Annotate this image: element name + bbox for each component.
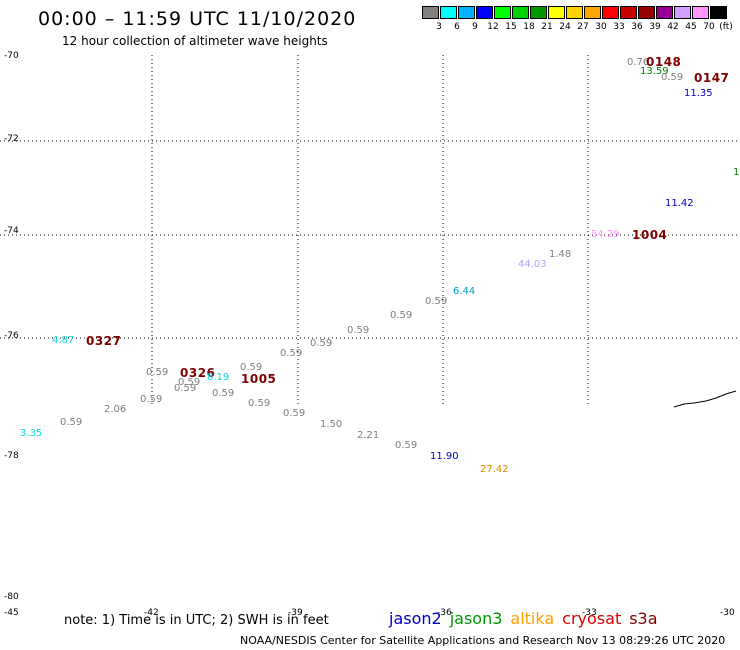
y-label: -78 xyxy=(4,451,19,461)
color-scale-label: 3 xyxy=(436,22,442,32)
color-scale-label: 18 xyxy=(523,22,535,32)
y-label: -70 xyxy=(4,51,19,61)
color-scale-label: 24 xyxy=(559,22,571,32)
color-swatch xyxy=(602,6,619,19)
color-swatch xyxy=(422,6,439,19)
x-label: -30 xyxy=(720,608,735,618)
wave-height-value: 13.59 xyxy=(640,66,669,77)
color-swatch xyxy=(584,6,601,19)
wave-height-value: 0.59 xyxy=(280,348,303,359)
color-swatch xyxy=(476,6,493,19)
x-label: -45 xyxy=(4,608,19,618)
color-swatch xyxy=(458,6,475,19)
wave-height-value: 2.21 xyxy=(357,430,380,441)
pass-time-label: 1005 xyxy=(241,372,277,386)
wave-height-value: 0.59 xyxy=(283,408,306,419)
color-scale-label: 12 xyxy=(487,22,499,32)
wave-height-value: 54.29 xyxy=(591,229,620,240)
wave-height-value: 4.87 xyxy=(52,335,75,346)
color-scale-unit: (ft) xyxy=(719,22,733,32)
color-swatch xyxy=(494,6,511,19)
legend-item: cryosat xyxy=(562,609,622,628)
wave-height-value: 0.59 xyxy=(390,310,413,321)
coastline xyxy=(673,390,737,408)
wave-height-value: 2.06 xyxy=(104,404,127,415)
wave-height-value: 6.44 xyxy=(453,286,476,297)
y-label: -76 xyxy=(4,331,19,341)
x-label: -42 xyxy=(144,608,159,618)
wave-height-value: 0.59 xyxy=(347,325,370,336)
color-swatch xyxy=(530,6,547,19)
wave-height-value: 8.19 xyxy=(207,372,230,383)
legend-item: jason3 xyxy=(449,609,503,628)
color-scale-label: 15 xyxy=(505,22,517,32)
map-title: 00:00 – 11:59 UTC 11/10/2020 xyxy=(38,8,357,30)
wave-height-value: 0.59 xyxy=(395,440,418,451)
pass-time-label: 0148 xyxy=(646,55,682,69)
color-scale-label: 39 xyxy=(649,22,661,32)
wave-height-value: 0.59 xyxy=(60,417,83,428)
wave-height-value: 1.50 xyxy=(320,419,343,430)
wave-height-value: 0.59 xyxy=(240,362,263,373)
wave-height-value: 44.03 xyxy=(518,259,547,270)
wave-height-value: 0.59 xyxy=(212,388,235,399)
wave-height-value: 0.59 xyxy=(178,377,201,388)
color-swatch xyxy=(638,6,655,19)
footnote: note: 1) Time is in UTC; 2) SWH is in fe… xyxy=(64,613,329,628)
color-swatch xyxy=(566,6,583,19)
color-scale-label: 45 xyxy=(685,22,697,32)
wave-height-value: 0.59 xyxy=(174,383,197,394)
wave-height-value: 1.48 xyxy=(549,249,572,260)
color-scale-label: 30 xyxy=(595,22,607,32)
map-subtitle: 12 hour collection of altimeter wave hei… xyxy=(62,34,328,48)
wave-height-value: 0.59 xyxy=(661,72,684,83)
x-label: -33 xyxy=(582,608,597,618)
wave-height-value: 0.59 xyxy=(425,296,448,307)
color-scale-label: 36 xyxy=(631,22,643,32)
color-scale-label: 42 xyxy=(667,22,679,32)
wave-height-value: 11.42 xyxy=(665,198,694,209)
wave-height-value: 11.90 xyxy=(430,451,459,462)
legend-item: jason2 xyxy=(389,609,442,628)
color-scale-label: 6 xyxy=(454,22,460,32)
wave-height-value: 3.35 xyxy=(20,428,43,439)
color-swatch xyxy=(548,6,565,19)
wave-height-value: 0.59 xyxy=(146,367,169,378)
legend-item: s3a xyxy=(629,609,658,628)
color-scale-label: 9 xyxy=(472,22,478,32)
color-swatch xyxy=(674,6,691,19)
wave-height-value: 0.59 xyxy=(140,394,163,405)
color-scale-label: 70 xyxy=(703,22,715,32)
color-scale-label: 27 xyxy=(577,22,589,32)
color-swatch xyxy=(692,6,709,19)
wave-height-value: 11.35 xyxy=(684,88,713,99)
color-scale-label: 33 xyxy=(613,22,625,32)
wave-height-value: 0.76 xyxy=(627,57,650,68)
graticule xyxy=(0,55,740,407)
wave-height-value: 0.59 xyxy=(310,338,333,349)
legend-item: altika xyxy=(510,609,555,628)
color-swatch xyxy=(710,6,727,19)
y-label: -74 xyxy=(4,226,19,236)
credit-line: NOAA/NESDIS Center for Satellite Applica… xyxy=(240,634,726,647)
pass-time-label: 0327 xyxy=(86,334,122,348)
color-swatch xyxy=(656,6,673,19)
wave-height-value: 1. xyxy=(733,167,740,178)
y-label: -72 xyxy=(4,134,19,144)
color-swatch xyxy=(440,6,457,19)
color-swatch xyxy=(620,6,637,19)
x-label: -36 xyxy=(437,608,452,618)
color-swatch xyxy=(512,6,529,19)
pass-time-label: 0147 xyxy=(694,71,730,85)
color-scale-label: 21 xyxy=(541,22,553,32)
pass-time-label: 0326 xyxy=(180,366,216,380)
y-label: -80 xyxy=(4,592,19,602)
wave-height-value: 27.42 xyxy=(480,464,509,475)
x-label: -39 xyxy=(288,608,303,618)
wave-height-value: 0.59 xyxy=(248,398,271,409)
pass-time-label: 1004 xyxy=(632,228,668,242)
satellite-legend: jason2 jason3 altika cryosat s3a xyxy=(389,609,666,628)
